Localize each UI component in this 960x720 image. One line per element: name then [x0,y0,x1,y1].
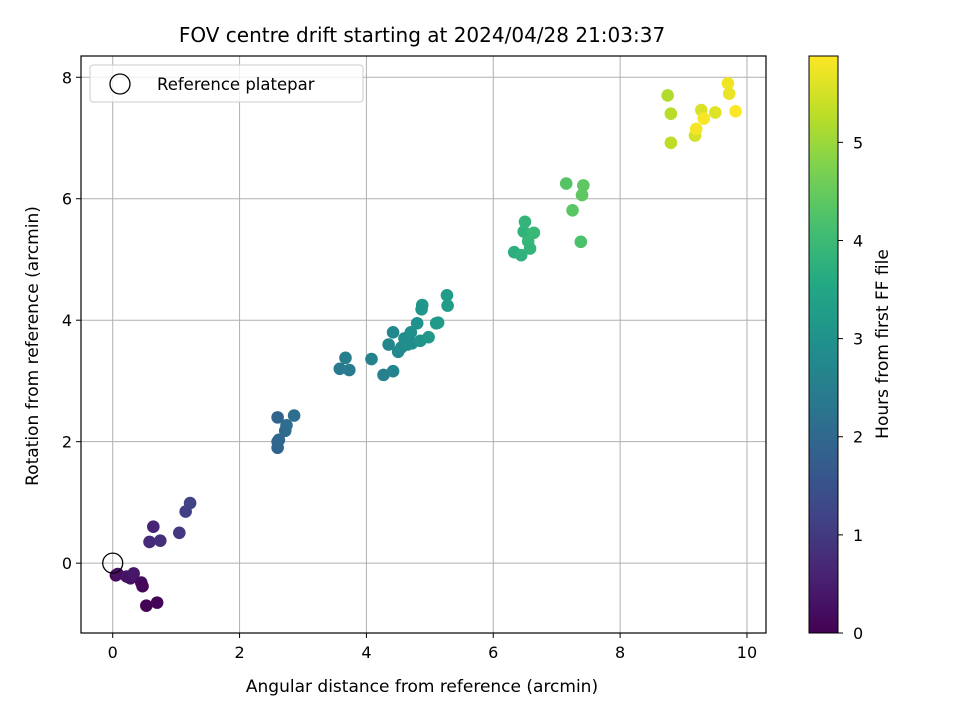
y-tick-label: 2 [62,433,72,452]
data-point [518,215,532,229]
data-point [440,289,454,302]
data-point [523,242,537,255]
data-point [410,316,424,330]
x-tick-label: 8 [615,643,625,662]
data-point [377,368,390,382]
colorbar-label: Hours from first FF file [873,249,893,439]
data-point [722,87,736,100]
colorbar-tick-label: 0 [853,624,863,643]
data-point [287,409,301,422]
data-point [664,107,678,120]
data-point [280,418,293,432]
data-point [527,226,541,240]
data-point [386,364,400,378]
data-point [689,122,703,136]
data-point [386,326,400,339]
data-point [382,338,395,351]
data-point [272,433,286,447]
data-point [575,188,589,202]
plot-frame [80,55,767,634]
data-point [708,106,722,119]
data-point [661,89,674,102]
data-point [143,535,156,549]
colorbar-ticks: 0 1 2 3 4 5 [838,133,863,643]
legend-label: Reference platepar [157,75,315,94]
data-point [183,496,197,510]
data-point [514,248,528,262]
legend-reference-marker [109,73,131,95]
data-point [721,77,735,90]
data-point [365,352,378,366]
data-point [136,579,149,593]
x-tick-label: 0 [108,643,118,662]
colorbar-tick-label: 4 [853,231,863,250]
axes: 0 2 4 6 8 10 0 2 4 6 8 [62,55,767,662]
x-tick-label: 6 [488,643,498,662]
data-point [566,203,579,217]
y-tick-label: 8 [62,68,72,87]
colorbar-gradient [808,55,839,634]
data-point [577,179,590,192]
data-point [333,362,347,376]
colorbar-tick-label: 1 [853,526,863,545]
x-tick-label: 10 [737,643,757,662]
data-point [153,534,167,547]
data-point [517,225,531,238]
y-axis-label: Rotation from reference (arcmin) [23,206,43,486]
colorbar: Hours from first FF file [808,55,893,634]
data-point [150,596,164,609]
x-tick-label: 2 [234,643,244,662]
data-point [697,112,711,125]
x-axis-label: Angular distance from reference (arcmin) [246,677,598,697]
data-point [127,567,140,580]
data-point [422,330,435,344]
data-point [664,136,678,150]
data-point [729,104,742,118]
data-point [173,526,186,540]
legend: Reference platepar [89,64,364,103]
y-tick-label: 4 [62,311,72,330]
data-point [559,177,573,190]
data-point [339,351,352,365]
y-tick-label: 0 [62,554,72,573]
x-tick-label: 4 [361,643,371,662]
reference-point [102,552,124,574]
data-point [342,363,356,377]
data-point [140,599,153,612]
data-point [431,316,445,329]
grid-lines [81,56,766,633]
legend-box [89,64,364,103]
data-point [574,235,588,249]
chart-title: FOV centre drift starting at 2024/04/28 … [179,23,665,47]
data-point [441,299,454,312]
data-point [271,411,284,424]
data-point [147,520,160,534]
data-points [109,77,742,612]
reference-marker [102,552,124,574]
data-point [415,298,429,312]
data-point [404,326,418,339]
colorbar-tick-label: 2 [853,428,863,447]
colorbar-tick-label: 5 [853,133,863,152]
colorbar-tick-label: 3 [853,330,863,349]
y-tick-label: 6 [62,190,72,209]
